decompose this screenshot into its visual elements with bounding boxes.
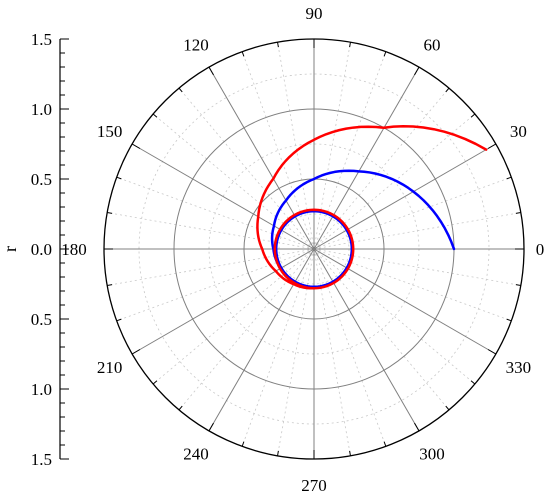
- major-spoke-150: [131, 143, 315, 250]
- major-spoke-240: [208, 248, 315, 432]
- theta-label-300: 300: [419, 444, 445, 463]
- major-spoke-210: [131, 248, 315, 355]
- r-tick-label-2: 1.0: [31, 380, 52, 399]
- minor-tick-310: [445, 405, 450, 411]
- theta-label-210: 210: [97, 358, 123, 377]
- major-tick-120: [208, 66, 214, 76]
- major-tick-30: [487, 143, 497, 149]
- major-tick-330: [487, 349, 497, 355]
- minor-tick-140: [152, 113, 158, 118]
- r-axis-title: r: [0, 246, 20, 252]
- r-tick-label--3: 1.5: [31, 30, 52, 49]
- theta-label-0: 0: [536, 240, 545, 259]
- theta-label-270: 270: [301, 476, 327, 495]
- minor-tick-80: [349, 42, 351, 48]
- r-tick-label--2: 1.0: [31, 100, 52, 119]
- minor-tick-110: [241, 51, 245, 57]
- minor-tick-340: [506, 318, 512, 322]
- series-line-0: [270, 169, 456, 289]
- minor-tick-70: [383, 51, 387, 57]
- minor-tick-20: [506, 176, 512, 180]
- r-tick-label--1: 0.5: [31, 170, 52, 189]
- minor-tick-350: [515, 284, 521, 286]
- minor-tick-320: [470, 380, 476, 385]
- minor-spoke-290: [313, 248, 387, 447]
- major-spoke-330: [313, 248, 497, 355]
- minor-tick-290: [383, 441, 387, 447]
- minor-tick-250: [241, 441, 245, 447]
- minor-spoke-20: [313, 176, 512, 250]
- minor-tick-170: [107, 212, 113, 214]
- theta-ticks: [104, 39, 524, 459]
- theta-label-150: 150: [97, 122, 123, 141]
- minor-spoke-200: [116, 248, 315, 322]
- r-tick-label-1: 0.5: [31, 310, 52, 329]
- major-tick-150: [131, 143, 141, 149]
- major-tick-60: [414, 66, 420, 76]
- r-axis: 1.5 1.0 0.5 0.0 0.5 1.0 1.5: [31, 30, 69, 469]
- minor-tick-190: [107, 284, 113, 286]
- theta-label-180: 180: [61, 240, 87, 259]
- series-line-1: [256, 124, 488, 290]
- minor-tick-200: [116, 318, 122, 322]
- minor-spoke-110: [241, 51, 315, 250]
- series-layer: [256, 124, 488, 290]
- minor-tick-160: [116, 176, 122, 180]
- minor-tick-230: [178, 405, 183, 411]
- minor-tick-50: [445, 87, 450, 93]
- major-spoke-30: [313, 143, 497, 250]
- minor-tick-280: [349, 450, 351, 456]
- major-tick-240: [208, 422, 214, 432]
- minor-tick-100: [277, 42, 279, 48]
- major-grid: [104, 39, 524, 459]
- theta-label-330: 330: [506, 358, 532, 377]
- theta-label-90: 90: [306, 4, 323, 23]
- major-tick-300: [414, 422, 420, 432]
- theta-label-30: 30: [510, 122, 527, 141]
- minor-tick-40: [470, 113, 476, 118]
- theta-label-240: 240: [183, 444, 209, 463]
- theta-label-60: 60: [424, 36, 441, 55]
- minor-tick-220: [152, 380, 158, 385]
- minor-spoke-140: [152, 113, 315, 250]
- theta-labels: 0 30 60 90 120 150 180 210 240 270 300 330: [61, 4, 544, 495]
- r-tick-label-0: 0.0: [31, 240, 52, 259]
- major-spoke-60: [313, 66, 420, 250]
- minor-spoke-230: [178, 248, 315, 411]
- minor-tick-260: [277, 450, 279, 456]
- major-spoke-120: [208, 66, 315, 250]
- minor-tick-130: [178, 87, 183, 93]
- r-tick-label-3: 1.5: [31, 450, 52, 469]
- major-tick-210: [131, 349, 141, 355]
- major-spoke-300: [313, 248, 420, 432]
- theta-label-120: 120: [183, 36, 209, 55]
- minor-tick-10: [515, 212, 521, 214]
- minor-spoke-320: [313, 248, 476, 385]
